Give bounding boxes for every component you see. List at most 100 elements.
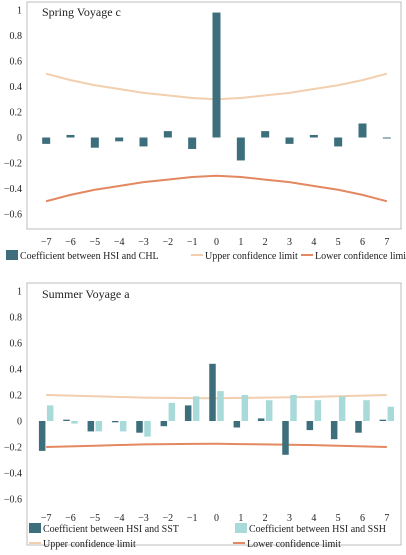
x-tick-label: 4 bbox=[311, 237, 316, 248]
bar bbox=[382, 137, 391, 139]
bar bbox=[285, 137, 294, 144]
bar bbox=[217, 391, 224, 421]
x-tick-label: −2 bbox=[163, 237, 174, 248]
bars bbox=[38, 363, 395, 455]
bar bbox=[314, 400, 322, 421]
bar bbox=[95, 421, 103, 432]
x-tick-label: −5 bbox=[90, 513, 101, 524]
bar bbox=[163, 131, 172, 138]
x-tick-label: 6 bbox=[360, 237, 365, 248]
bar bbox=[192, 396, 200, 421]
bar bbox=[115, 137, 124, 142]
bar bbox=[282, 421, 289, 455]
x-tick-label: −4 bbox=[114, 513, 125, 524]
y-tick-label: −0.6 bbox=[4, 495, 22, 506]
y-tick-label: 0.6 bbox=[10, 339, 23, 350]
bar bbox=[212, 12, 221, 138]
bar bbox=[290, 395, 297, 421]
bar bbox=[334, 137, 343, 147]
x-tick-label: 5 bbox=[336, 237, 341, 248]
series-line bbox=[46, 442, 387, 448]
x-tick-label: −6 bbox=[65, 237, 76, 248]
x-tick-label: −3 bbox=[138, 513, 149, 524]
x-tick-label: 1 bbox=[238, 513, 243, 524]
y-tick-label: 0.8 bbox=[10, 31, 23, 42]
x-tick-label: −7 bbox=[41, 513, 52, 524]
x-tick-label: −2 bbox=[163, 513, 174, 524]
x-tick-labels: −7 −6 −5 −4 −3 −2 −1 0 1 2 3 4 5 6 7 bbox=[41, 513, 389, 524]
y-tick-label: 0.4 bbox=[10, 82, 23, 93]
confidence-lines bbox=[46, 394, 387, 448]
bar bbox=[46, 405, 54, 421]
bar bbox=[387, 406, 395, 421]
y-tick-label: −0.4 bbox=[4, 184, 22, 195]
bar bbox=[144, 421, 151, 437]
y-tick-labels: −0.6 −0.4 −0.2 0 0.2 0.4 0.6 0.8 1 bbox=[4, 287, 22, 506]
bar bbox=[119, 421, 127, 432]
bar bbox=[111, 421, 119, 423]
x-tick-label: −1 bbox=[187, 513, 198, 524]
bar bbox=[168, 402, 176, 421]
bar bbox=[90, 137, 99, 148]
x-tick-label: −5 bbox=[90, 237, 101, 248]
bar bbox=[265, 400, 273, 421]
bar bbox=[136, 421, 143, 433]
x-tick-label: −6 bbox=[65, 513, 76, 524]
bar bbox=[160, 421, 168, 427]
legend-label-upper: Upper confidence limit bbox=[205, 251, 298, 262]
y-tick-label: 1 bbox=[17, 287, 22, 298]
x-tick-label: 0 bbox=[214, 513, 219, 524]
legend-label-upper: Upper confidence limit bbox=[43, 539, 136, 550]
y-tick-label: −0.4 bbox=[4, 469, 22, 480]
legend: Coefficient between HSI and SST Coeffici… bbox=[29, 523, 386, 550]
bar bbox=[63, 419, 70, 421]
legend-label-sst: Coefficient between HSI and SST bbox=[43, 524, 179, 535]
legend-label-ssh: Coefficient between HSI and SSH bbox=[249, 524, 386, 535]
bar bbox=[309, 134, 318, 138]
y-tick-label: −0.6 bbox=[4, 210, 22, 221]
x-tick-label: 2 bbox=[263, 237, 268, 248]
legend-label-lower: Lower confidence limit bbox=[247, 539, 341, 550]
x-tick-label: −3 bbox=[138, 237, 149, 248]
y-tick-label: −0.2 bbox=[4, 443, 22, 454]
bar bbox=[379, 419, 387, 421]
bar bbox=[236, 137, 245, 161]
bar bbox=[139, 137, 148, 147]
x-tick-label: 4 bbox=[311, 513, 316, 524]
panel-title: Summer Voyage a bbox=[42, 287, 130, 301]
y-tick-labels: −0.6 −0.4 −0.2 0 0.2 0.4 0.6 0.8 1 bbox=[4, 6, 22, 221]
bar bbox=[209, 363, 216, 421]
y-tick-label: 0 bbox=[17, 133, 22, 144]
legend-swatch-sst bbox=[29, 523, 41, 533]
y-tick-label: 0.2 bbox=[10, 391, 23, 402]
y-tick-label: 0.6 bbox=[10, 57, 23, 68]
bar bbox=[71, 421, 78, 424]
bar bbox=[233, 421, 241, 428]
panel-frame bbox=[26, 1, 402, 230]
series-line bbox=[45, 174, 388, 203]
x-tick-label: 5 bbox=[336, 513, 341, 524]
x-tick-label: 7 bbox=[384, 513, 389, 524]
x-tick-label: 7 bbox=[384, 237, 389, 248]
x-tick-label: 1 bbox=[238, 237, 243, 248]
bar bbox=[184, 405, 192, 421]
bar bbox=[306, 421, 314, 431]
x-tick-label: 6 bbox=[360, 513, 365, 524]
bar bbox=[241, 395, 249, 421]
legend-label-chl: Coefficient between HSI and CHL bbox=[20, 251, 159, 262]
y-tick-label: 0.8 bbox=[10, 313, 23, 324]
bar bbox=[87, 421, 95, 432]
legend-label-lower: Lower confidence limit bbox=[315, 251, 406, 262]
x-tick-label: 3 bbox=[287, 237, 292, 248]
legend-swatch-ssh bbox=[235, 523, 247, 533]
bars bbox=[42, 12, 391, 161]
y-tick-label: 0 bbox=[17, 417, 22, 428]
bar bbox=[338, 396, 346, 421]
x-tick-label: −4 bbox=[114, 237, 125, 248]
bar bbox=[38, 421, 46, 451]
bar bbox=[42, 137, 51, 144]
bar bbox=[330, 421, 338, 440]
y-tick-label: −0.2 bbox=[4, 159, 22, 170]
legend-swatch-chl bbox=[6, 250, 18, 260]
